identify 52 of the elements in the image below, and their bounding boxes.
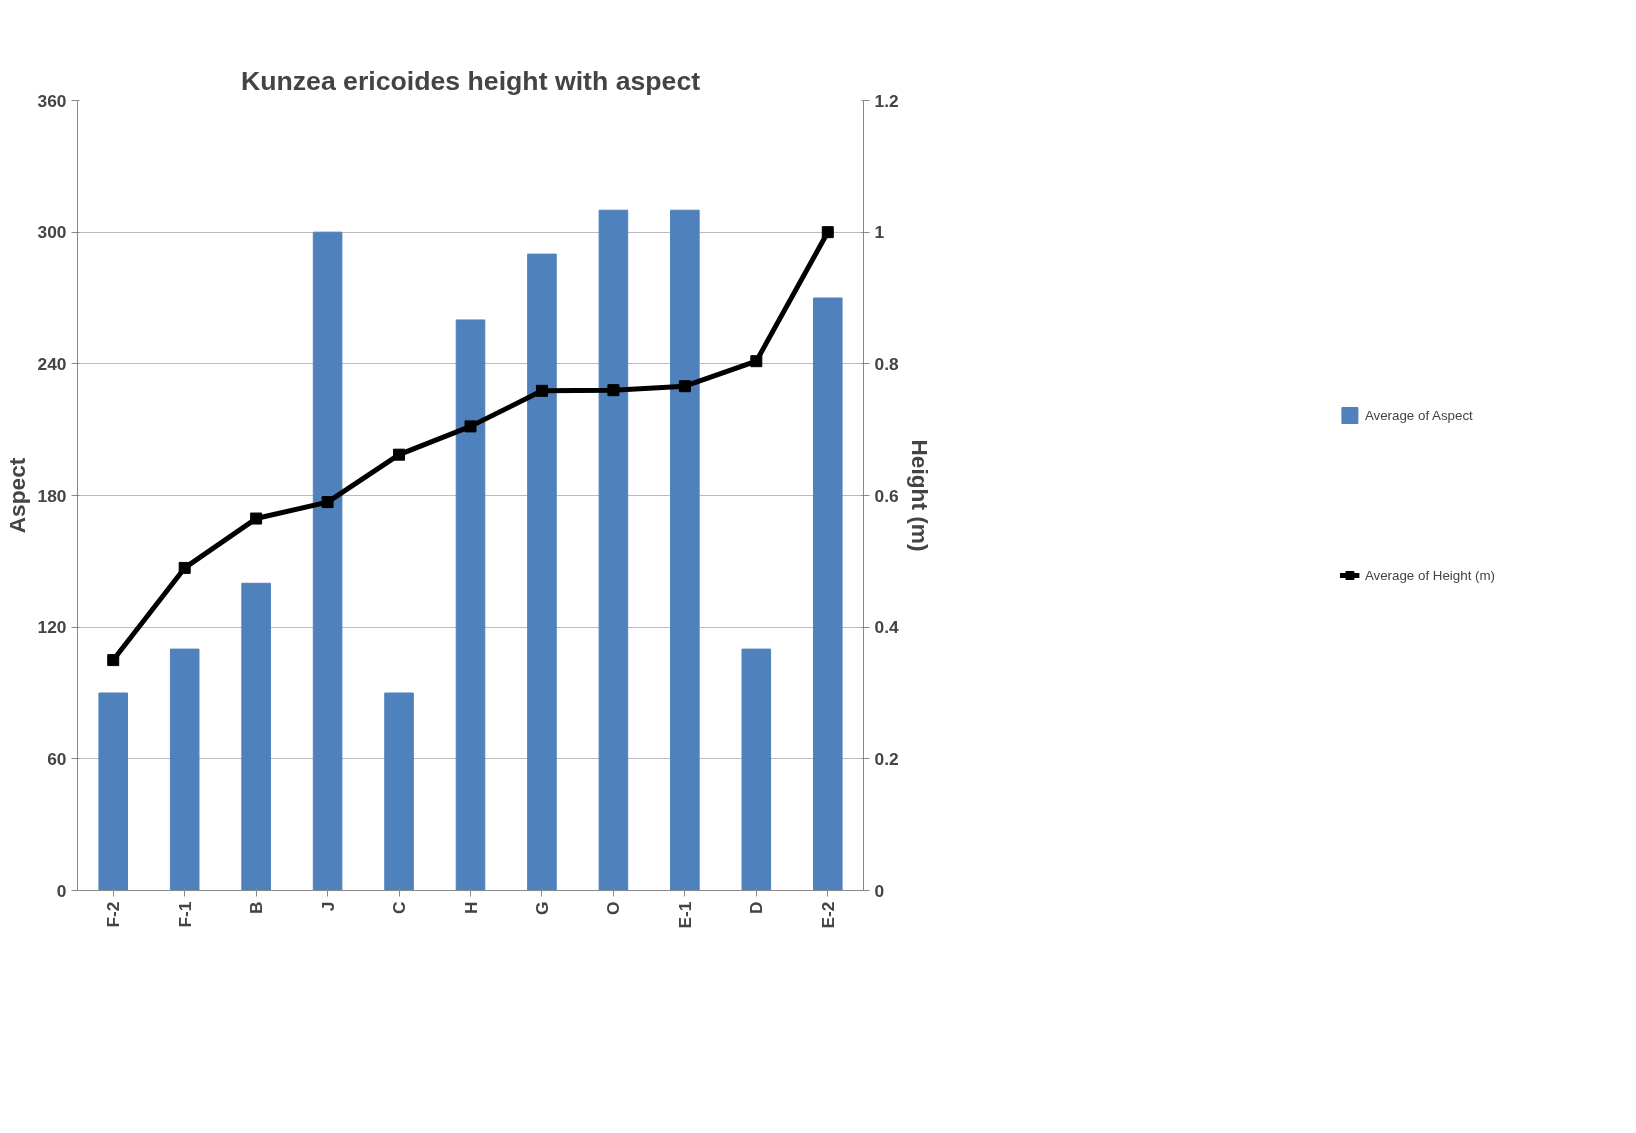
bar <box>169 648 200 891</box>
point <box>178 561 191 574</box>
y-axis-title: Aspect <box>3 457 30 534</box>
x-tick-label: F-2 <box>103 901 124 928</box>
y2-tick-label: 0 <box>874 880 885 901</box>
x-tick-label: F-1 <box>174 901 195 928</box>
x-tick-label: E-1 <box>674 901 695 929</box>
y-tick-label: 60 <box>47 748 67 769</box>
x-tick-label: E-2 <box>817 901 838 929</box>
point <box>321 496 334 509</box>
y2-tick-label: 0.6 <box>874 485 899 506</box>
point <box>250 512 263 525</box>
y-tick-label: 0 <box>56 880 67 901</box>
x-tick-label: O <box>603 901 624 915</box>
y2-tick-label: 1 <box>874 222 885 243</box>
y2-tick-label: 0.8 <box>874 353 899 374</box>
x-tick-label: D <box>746 901 767 915</box>
legend-label: Average of Aspect <box>1364 407 1473 423</box>
y2-axis-title: Height (m) <box>906 439 933 552</box>
bar <box>598 209 629 891</box>
x-tick-label: C <box>389 901 410 915</box>
bar <box>455 319 486 891</box>
legend-label: Average of Height (m) <box>1364 567 1496 583</box>
point <box>750 355 763 368</box>
point <box>678 380 691 393</box>
bar <box>384 692 414 891</box>
point <box>821 226 834 239</box>
y-tick-label: 300 <box>37 222 67 243</box>
bar <box>241 582 271 891</box>
y-tick-label: 360 <box>37 90 67 111</box>
y-tick-label: 120 <box>37 617 67 638</box>
y2-tick-label: 1.2 <box>874 90 899 111</box>
x-tick-label: B <box>246 901 267 915</box>
bar <box>812 297 843 891</box>
x-tick-label: J <box>317 901 338 912</box>
chart-title: Kunzea ericoides height with aspect <box>240 65 701 96</box>
bar <box>312 231 343 891</box>
bar <box>741 648 772 891</box>
bar <box>527 253 557 891</box>
x-tick-label: H <box>460 901 481 915</box>
point <box>607 384 620 397</box>
point <box>535 384 548 397</box>
point <box>107 654 120 667</box>
y2-tick-label: 0.2 <box>874 748 899 769</box>
bar <box>670 209 700 891</box>
bar <box>98 692 129 891</box>
y-tick-label: 240 <box>37 353 67 374</box>
x-tick-label: G <box>531 901 552 915</box>
y2-tick-label: 0.4 <box>874 617 899 638</box>
y-tick-label: 180 <box>37 485 67 506</box>
point <box>464 420 477 433</box>
point <box>393 448 406 461</box>
